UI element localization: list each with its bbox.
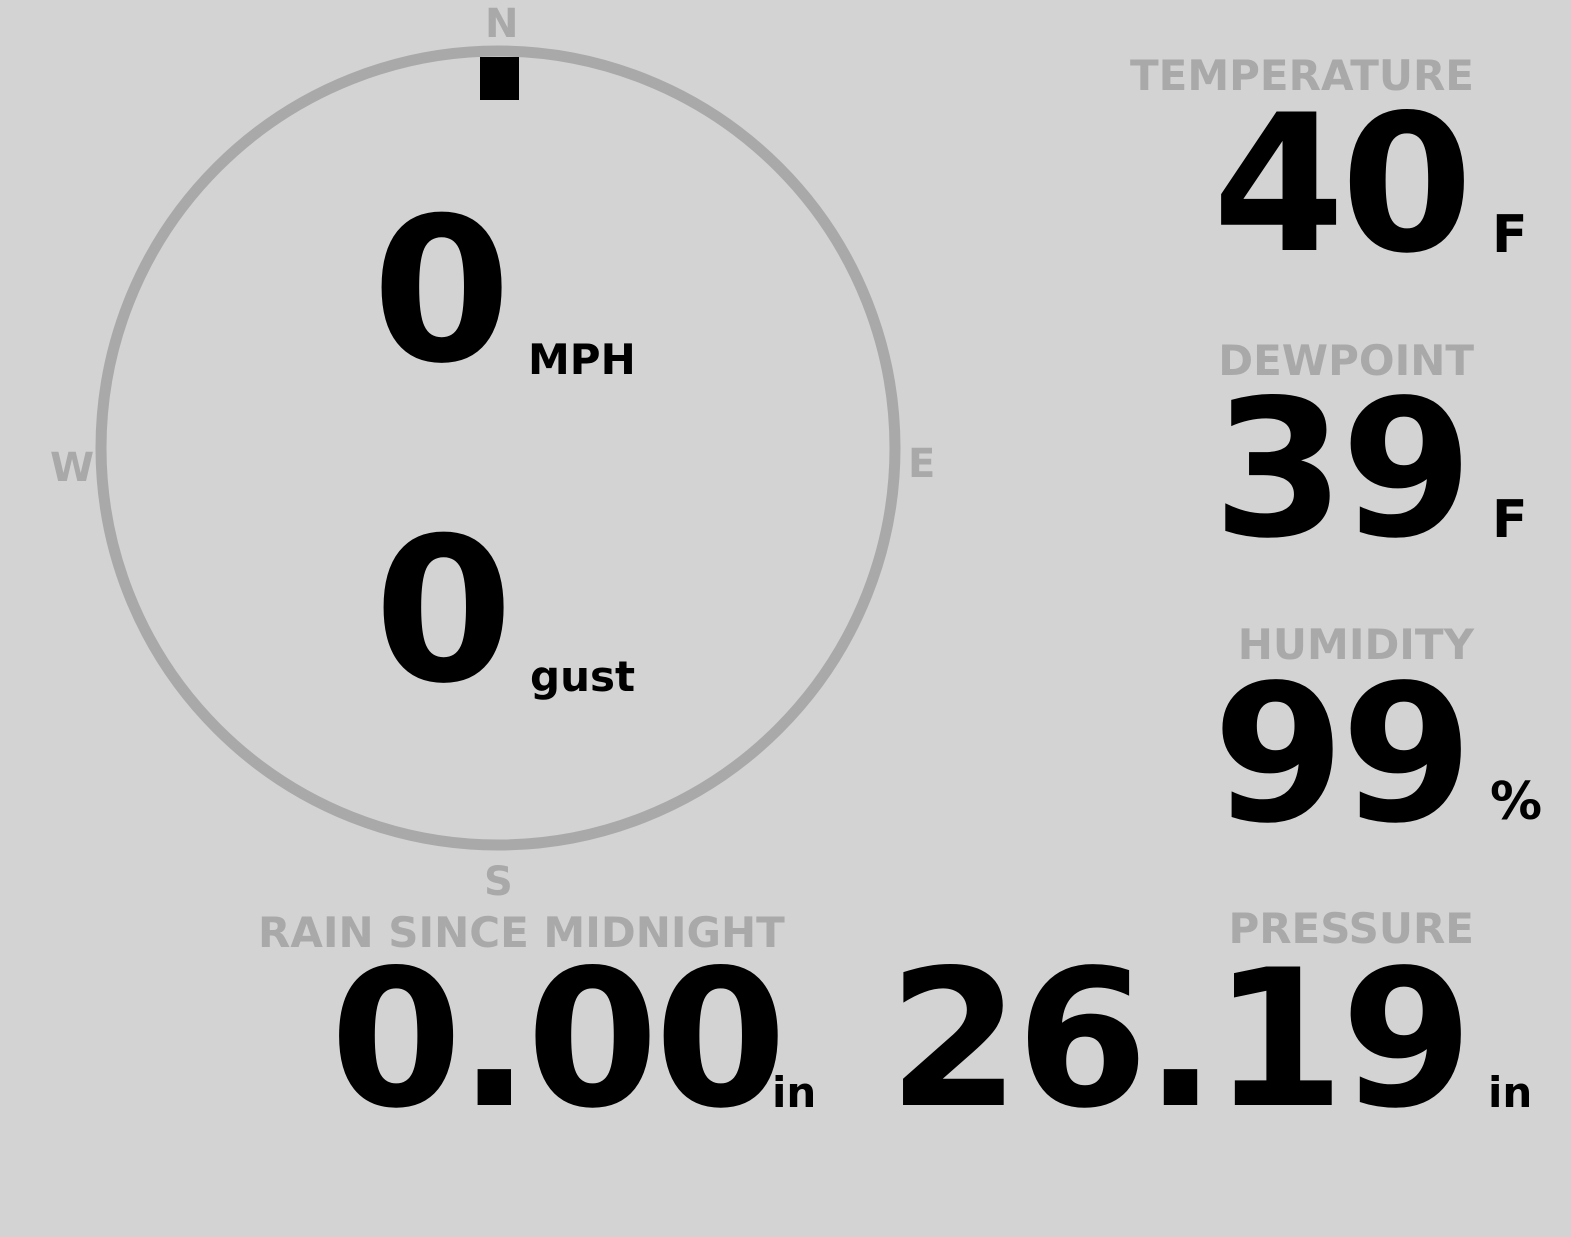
pressure-value: 26.19: [888, 929, 1473, 1150]
rain-label: RAIN SINCE MIDNIGHT: [258, 908, 785, 957]
humidity-value: 99: [1212, 644, 1473, 865]
pressure-label: PRESSURE: [1228, 904, 1474, 953]
dewpoint-value: 39: [1212, 359, 1473, 580]
humidity-unit: %: [1490, 772, 1543, 832]
dewpoint-label: DEWPOINT: [1218, 336, 1474, 385]
wind-gust-label: gust: [530, 652, 636, 701]
compass-west-label: W: [50, 445, 95, 491]
wind-speed-unit: MPH: [528, 335, 636, 384]
dewpoint-unit: F: [1492, 490, 1528, 550]
compass-north-label: N: [485, 1, 519, 47]
rain-value: 0.00: [330, 929, 787, 1150]
compass-east-label: E: [908, 441, 936, 487]
wind-compass: [95, 45, 901, 851]
temperature-value: 40: [1212, 74, 1473, 295]
compass-south-label: S: [484, 859, 513, 905]
humidity-label: HUMIDITY: [1237, 620, 1474, 669]
wind-gust-value: 0: [374, 495, 514, 728]
temperature-unit: F: [1492, 205, 1528, 265]
wind-speed-value: 0: [372, 175, 512, 408]
wind-direction-indicator: [480, 57, 519, 100]
rain-unit: in: [772, 1068, 817, 1117]
compass-ring: [95, 45, 901, 851]
pressure-unit: in: [1488, 1068, 1533, 1117]
temperature-label: TEMPERATURE: [1130, 51, 1474, 100]
